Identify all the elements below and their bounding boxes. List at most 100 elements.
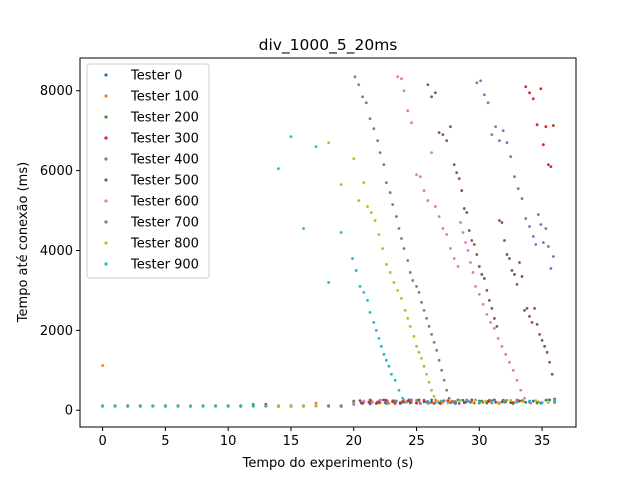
x-axis-title: Tempo do experimento (s) <box>242 456 414 471</box>
legend-marker <box>104 94 108 98</box>
legend-marker <box>104 157 108 161</box>
data-point <box>352 157 356 161</box>
data-point <box>101 404 104 408</box>
data-point <box>378 151 382 155</box>
data-point <box>410 121 413 125</box>
data-point <box>460 189 464 192</box>
data-point <box>377 336 381 340</box>
data-point <box>417 398 421 402</box>
data-point <box>379 344 383 348</box>
data-point <box>113 404 117 408</box>
data-point <box>418 402 422 405</box>
data-point <box>382 352 386 356</box>
data-point <box>402 89 406 93</box>
data-point <box>469 400 472 404</box>
data-point <box>471 271 475 274</box>
data-point <box>513 175 516 179</box>
data-point <box>490 306 494 310</box>
x-tick-label: 5 <box>161 434 169 449</box>
data-point <box>371 400 374 404</box>
data-point <box>361 402 364 405</box>
data-point <box>415 285 418 288</box>
data-point <box>364 101 368 105</box>
data-point <box>339 404 343 408</box>
data-point <box>520 275 524 278</box>
data-point <box>452 401 456 405</box>
data-point <box>437 215 441 218</box>
data-point <box>430 151 433 155</box>
data-point <box>314 145 318 149</box>
data-point <box>251 404 255 408</box>
data-point <box>435 348 439 352</box>
data-point <box>446 399 450 403</box>
data-point <box>459 221 462 224</box>
data-point <box>438 402 442 405</box>
data-point <box>369 211 373 214</box>
data-point <box>470 398 474 402</box>
data-point <box>508 360 511 364</box>
data-point <box>509 155 513 159</box>
data-point <box>503 239 506 242</box>
data-point <box>539 223 543 226</box>
data-point <box>492 316 496 320</box>
chart-title: div_1000_5_20ms <box>259 36 398 55</box>
data-point <box>485 289 489 292</box>
data-point <box>508 257 511 260</box>
data-point <box>465 398 469 402</box>
data-point <box>420 301 423 304</box>
data-point <box>528 399 531 403</box>
data-point <box>442 378 446 382</box>
data-point <box>538 332 541 336</box>
data-point <box>500 344 504 348</box>
series-9 <box>101 135 557 408</box>
data-point <box>531 97 535 101</box>
legend-marker <box>104 115 108 119</box>
y-tick-label: 2000 <box>40 324 73 339</box>
data-point <box>462 401 466 405</box>
data-point <box>482 277 486 280</box>
legend-marker <box>104 136 108 140</box>
data-point <box>515 283 519 286</box>
data-point <box>430 332 433 336</box>
points-layer <box>101 75 557 408</box>
data-point <box>163 404 167 408</box>
data-point <box>376 139 379 143</box>
data-point <box>524 85 528 89</box>
data-point <box>401 396 405 400</box>
data-point <box>368 310 372 314</box>
data-point <box>477 400 481 404</box>
data-point <box>519 388 523 392</box>
data-point <box>398 401 402 405</box>
legend-marker <box>104 262 108 266</box>
data-point <box>494 400 498 404</box>
data-point <box>302 227 305 230</box>
legend-marker <box>104 220 108 224</box>
data-point <box>540 401 544 405</box>
data-point <box>433 401 437 405</box>
data-point <box>531 235 535 238</box>
data-point <box>138 404 142 408</box>
x-tick-label: 25 <box>408 434 425 449</box>
data-point <box>550 372 554 376</box>
data-point <box>411 279 415 282</box>
data-point <box>397 388 401 392</box>
data-point <box>382 163 386 167</box>
data-point <box>339 231 343 234</box>
data-point <box>368 399 372 403</box>
data-point <box>289 404 293 408</box>
legend-label: Tester 0 <box>130 69 182 84</box>
data-point <box>445 233 449 236</box>
data-point <box>437 358 441 362</box>
data-point <box>176 404 180 408</box>
data-point <box>505 253 509 256</box>
data-point <box>505 141 509 145</box>
data-point <box>535 401 539 405</box>
data-point <box>388 271 392 274</box>
data-point <box>357 199 361 202</box>
data-point <box>545 350 549 354</box>
x-tick-label: 10 <box>220 434 237 449</box>
data-point <box>471 400 475 404</box>
data-point <box>430 388 433 392</box>
data-point <box>456 265 460 268</box>
data-point <box>535 123 539 127</box>
